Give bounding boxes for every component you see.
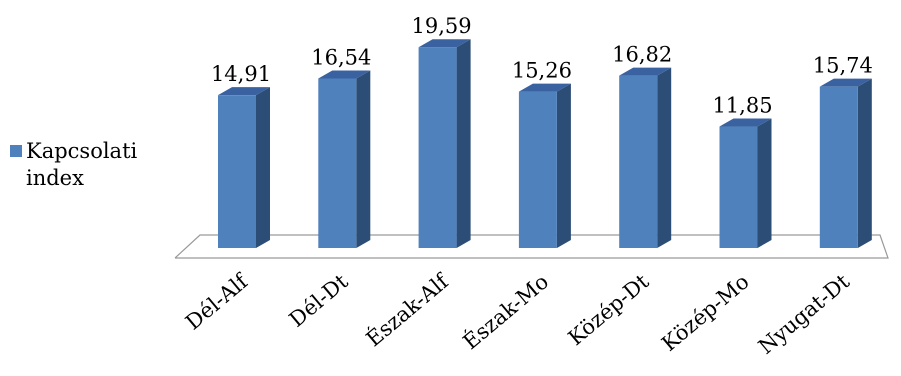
data-label: 15,26 bbox=[512, 59, 572, 83]
bar-top bbox=[819, 78, 872, 87]
category-tick-label: Észak-Mo bbox=[459, 269, 554, 354]
bar-top bbox=[318, 70, 371, 79]
category-tick-label: Közép-Mo bbox=[657, 269, 754, 355]
legend: Kapcsolati index bbox=[10, 138, 176, 192]
bar bbox=[418, 47, 457, 248]
category-tick-label: Dél-Alf bbox=[181, 268, 254, 335]
bar-side bbox=[256, 87, 270, 248]
category-tick-label: Észak-Alf bbox=[362, 268, 455, 351]
bar bbox=[619, 75, 658, 248]
category-tick-label: Dél-Dt bbox=[285, 269, 353, 332]
data-label: 19,59 bbox=[412, 14, 472, 38]
bar bbox=[318, 78, 357, 248]
legend-swatch bbox=[10, 145, 22, 157]
bar bbox=[518, 91, 557, 249]
category-tick-label: Közép-Dt bbox=[564, 269, 654, 350]
category-tick-label: Nyugat-Dt bbox=[754, 269, 855, 359]
data-label: 16,54 bbox=[311, 45, 371, 69]
data-label: 14,91 bbox=[211, 62, 271, 86]
bar-top bbox=[619, 67, 672, 76]
data-label: 16,82 bbox=[612, 43, 672, 67]
bar-side bbox=[456, 39, 471, 248]
data-label: 15,74 bbox=[813, 54, 873, 78]
data-label: 11,85 bbox=[712, 94, 772, 118]
chart-floor bbox=[174, 234, 889, 259]
bar-side bbox=[356, 70, 371, 248]
bar-top bbox=[518, 83, 571, 92]
bar-top bbox=[418, 39, 471, 48]
bar-top bbox=[719, 118, 772, 127]
bar bbox=[819, 86, 858, 248]
bar-side bbox=[556, 83, 571, 249]
bar-side bbox=[857, 78, 872, 248]
bar bbox=[218, 95, 256, 248]
bar-side bbox=[757, 118, 772, 248]
bar-top bbox=[218, 87, 270, 96]
bar-side bbox=[657, 67, 672, 248]
bar bbox=[719, 126, 758, 248]
legend-label: Kapcsolati index bbox=[26, 139, 138, 190]
